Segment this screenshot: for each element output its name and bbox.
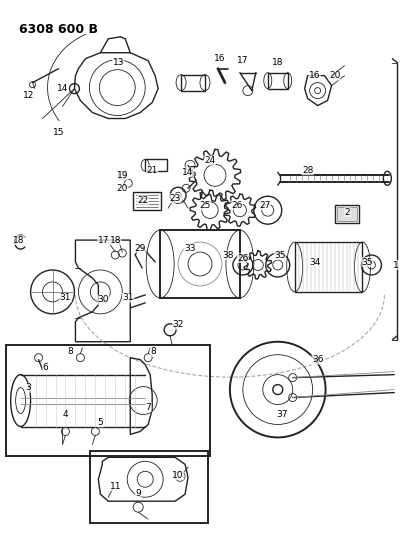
Text: 6: 6 <box>43 363 49 372</box>
Text: 25: 25 <box>200 201 211 209</box>
Bar <box>337 207 357 221</box>
Bar <box>268 72 288 88</box>
Text: 18: 18 <box>13 236 24 245</box>
Text: 4: 4 <box>63 410 68 419</box>
Text: 8: 8 <box>68 347 73 356</box>
Text: 27: 27 <box>259 201 271 209</box>
Text: 23: 23 <box>169 193 181 203</box>
Bar <box>91 451 208 523</box>
Text: 15: 15 <box>53 128 64 137</box>
Text: 21: 21 <box>146 166 158 175</box>
Bar <box>133 192 161 210</box>
Text: 34: 34 <box>309 257 320 266</box>
Text: 26: 26 <box>231 201 243 209</box>
Text: 1: 1 <box>392 261 398 270</box>
Text: 18: 18 <box>272 58 284 67</box>
Text: 7: 7 <box>145 403 151 412</box>
Text: 19: 19 <box>117 171 128 180</box>
Text: 11: 11 <box>110 482 121 491</box>
Text: 35: 35 <box>274 251 286 260</box>
Bar <box>335 205 359 223</box>
Text: 9: 9 <box>135 489 141 498</box>
Text: 17: 17 <box>98 236 109 245</box>
Text: 17: 17 <box>237 56 248 65</box>
Text: 8: 8 <box>150 347 156 356</box>
Bar <box>160 230 240 298</box>
Text: 6308 600 B: 6308 600 B <box>19 23 98 36</box>
Text: 14: 14 <box>57 84 68 93</box>
Text: 5: 5 <box>98 418 103 427</box>
Text: 13: 13 <box>113 58 124 67</box>
Text: 10: 10 <box>172 471 184 480</box>
Text: 20: 20 <box>329 71 340 80</box>
Text: 20: 20 <box>117 184 128 193</box>
Bar <box>181 75 205 91</box>
Text: 16: 16 <box>214 54 226 63</box>
Text: 35: 35 <box>361 257 373 266</box>
Text: 28: 28 <box>302 166 313 175</box>
Text: 26: 26 <box>237 254 248 263</box>
Text: 18: 18 <box>110 236 121 245</box>
Text: 12: 12 <box>23 91 34 100</box>
Text: 31: 31 <box>122 293 134 302</box>
Text: 37: 37 <box>276 410 288 419</box>
Text: 36: 36 <box>312 355 324 364</box>
Bar <box>6 345 210 456</box>
Text: 16: 16 <box>309 71 320 80</box>
Text: 30: 30 <box>98 295 109 304</box>
Text: 38: 38 <box>222 251 234 260</box>
Text: 14: 14 <box>182 168 194 177</box>
Text: 24: 24 <box>204 156 215 165</box>
Bar <box>145 159 167 171</box>
Text: 3: 3 <box>26 383 31 392</box>
Text: 32: 32 <box>173 320 184 329</box>
Text: 29: 29 <box>135 244 146 253</box>
Bar <box>295 242 362 292</box>
Text: 33: 33 <box>184 244 196 253</box>
Text: 2: 2 <box>345 208 350 217</box>
Text: 31: 31 <box>60 293 71 302</box>
Text: 22: 22 <box>137 196 149 205</box>
